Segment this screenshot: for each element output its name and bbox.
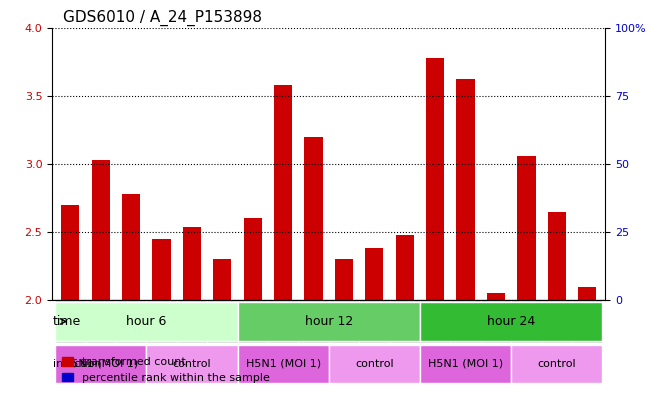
Text: time: time [53,315,81,328]
Bar [183,227,201,300]
Text: GDS6010 / A_24_P153898: GDS6010 / A_24_P153898 [63,10,262,26]
FancyBboxPatch shape [238,345,329,383]
Text: control: control [173,359,212,369]
Bar [214,259,232,300]
Bar [335,259,353,300]
FancyBboxPatch shape [55,302,238,341]
FancyBboxPatch shape [176,300,207,343]
FancyBboxPatch shape [207,300,238,343]
FancyBboxPatch shape [238,300,268,343]
FancyBboxPatch shape [389,300,420,343]
Bar [487,294,505,300]
Bar [456,79,475,300]
FancyBboxPatch shape [55,345,146,383]
FancyBboxPatch shape [298,300,329,343]
Text: hour 12: hour 12 [305,315,353,328]
FancyBboxPatch shape [511,345,602,383]
FancyBboxPatch shape [572,300,602,343]
Bar [578,286,596,300]
Text: hour 24: hour 24 [487,315,535,328]
FancyBboxPatch shape [420,345,511,383]
Bar [274,85,292,300]
Text: control: control [538,359,576,369]
FancyBboxPatch shape [238,302,420,341]
FancyBboxPatch shape [420,300,450,343]
Bar [426,57,444,300]
Bar [152,239,171,300]
Bar [518,156,536,300]
Text: infection: infection [53,359,102,369]
Bar [122,194,140,300]
FancyBboxPatch shape [55,300,85,343]
FancyBboxPatch shape [116,300,146,343]
Bar [243,219,262,300]
FancyBboxPatch shape [329,300,359,343]
FancyBboxPatch shape [85,300,116,343]
FancyBboxPatch shape [359,300,389,343]
Bar [365,248,383,300]
FancyBboxPatch shape [146,345,238,383]
Legend: transformed count, percentile rank within the sample: transformed count, percentile rank withi… [58,353,275,387]
Bar [396,235,414,300]
FancyBboxPatch shape [450,300,481,343]
FancyBboxPatch shape [481,300,511,343]
Text: H5N1 (MOI 1): H5N1 (MOI 1) [245,359,321,369]
Text: H5N1 (MOI 1): H5N1 (MOI 1) [63,359,138,369]
Bar [547,211,566,300]
FancyBboxPatch shape [511,300,542,343]
Bar [92,160,110,300]
Bar [305,137,323,300]
FancyBboxPatch shape [542,300,572,343]
Bar [61,205,79,300]
Text: control: control [355,359,394,369]
Text: hour 6: hour 6 [126,315,167,328]
FancyBboxPatch shape [146,300,176,343]
FancyBboxPatch shape [268,300,298,343]
FancyBboxPatch shape [420,302,602,341]
FancyBboxPatch shape [329,345,420,383]
Text: H5N1 (MOI 1): H5N1 (MOI 1) [428,359,503,369]
